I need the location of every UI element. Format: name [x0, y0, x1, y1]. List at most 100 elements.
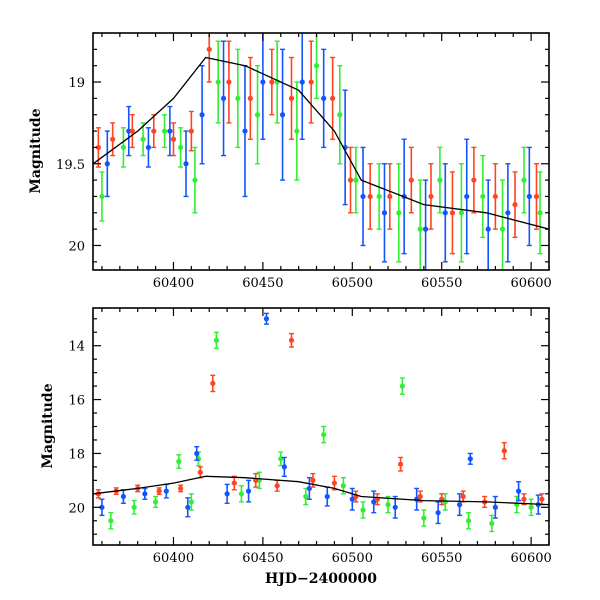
data-point	[458, 163, 464, 263]
data-point	[188, 110, 194, 152]
point-marker	[480, 193, 486, 200]
data-point	[512, 171, 518, 239]
data-point	[215, 40, 221, 124]
point-marker	[458, 210, 464, 216]
data-point	[167, 105, 173, 157]
data-point	[489, 514, 495, 533]
data-point	[178, 484, 184, 493]
data-point	[385, 495, 391, 514]
point-marker	[397, 461, 404, 467]
point-marker	[467, 456, 473, 462]
data-point	[99, 171, 105, 222]
point-marker	[288, 337, 295, 343]
point-marker	[471, 177, 477, 183]
data-point	[226, 40, 232, 124]
point-marker	[353, 177, 359, 183]
point-marker	[108, 518, 114, 524]
data-point	[337, 64, 343, 165]
point-marker	[492, 193, 498, 200]
point-marker	[324, 493, 330, 500]
point-marker	[269, 79, 275, 85]
point-marker	[152, 499, 159, 505]
bottom-x-axis-label: HJD−2400000	[265, 571, 377, 587]
data-point	[308, 40, 314, 124]
data-point	[163, 483, 169, 499]
data-point	[492, 495, 498, 519]
data-point	[321, 425, 327, 444]
data-point	[108, 511, 114, 530]
point-marker	[99, 193, 105, 200]
y-tick-label: 14	[68, 340, 85, 355]
data-point	[253, 472, 259, 488]
data-point	[176, 454, 182, 469]
top-y-tick-labels: 19 19.5 20	[56, 76, 85, 254]
bottom-y-tick-labels: 14 16 18 20	[68, 340, 85, 517]
point-marker	[360, 193, 366, 200]
point-marker	[288, 95, 295, 101]
point-marker	[442, 210, 448, 216]
point-marker	[421, 515, 427, 521]
data-point	[501, 441, 507, 460]
point-marker	[337, 112, 343, 118]
data-point	[417, 179, 423, 270]
data-point	[279, 48, 286, 181]
x-tick-label: 60500	[332, 551, 373, 566]
point-marker	[235, 95, 241, 101]
data-point	[151, 114, 157, 149]
data-point	[349, 487, 355, 511]
point-marker	[120, 144, 126, 151]
data-point	[104, 130, 110, 198]
point-marker	[260, 79, 266, 85]
data-point	[278, 451, 284, 467]
point-marker	[213, 337, 219, 343]
top-y-axis-label: Magnitude	[28, 108, 44, 193]
point-marker	[163, 488, 169, 494]
point-marker	[492, 504, 498, 510]
point-marker	[331, 480, 338, 486]
top-axes-frame	[92, 32, 550, 271]
data-point	[269, 48, 275, 116]
data-point	[294, 81, 300, 181]
data-point	[505, 163, 511, 263]
point-marker	[145, 144, 152, 151]
bottom-data-marks	[95, 312, 545, 533]
data-point	[142, 487, 148, 500]
data-point	[145, 127, 152, 168]
point-marker	[435, 510, 441, 516]
data-point	[381, 163, 388, 263]
data-point	[183, 130, 189, 198]
point-marker	[449, 210, 456, 216]
data-point	[449, 171, 456, 255]
point-marker	[188, 499, 194, 505]
y-tick-label: 20	[68, 239, 85, 254]
point-marker	[206, 46, 212, 52]
point-marker	[110, 136, 116, 142]
data-point	[408, 146, 414, 214]
point-marker	[263, 316, 270, 322]
point-marker	[417, 226, 423, 232]
bottom-panel: 60400 60450 60500 60550 60600 14 16 18 20 Magni…	[40, 307, 552, 587]
point-marker	[294, 128, 300, 134]
data-point	[192, 146, 198, 214]
point-marker	[245, 488, 252, 494]
data-point	[492, 163, 498, 230]
point-marker	[371, 499, 377, 505]
point-marker	[396, 210, 402, 216]
point-marker	[224, 491, 230, 497]
point-marker	[199, 112, 205, 118]
x-tick-label: 60600	[510, 276, 551, 291]
top-panel: 60400 60450 60500 60550 60600 19 19.5 20 Magni…	[28, 32, 552, 291]
point-marker	[417, 493, 423, 500]
data-point	[140, 122, 146, 157]
top-plot-area	[93, 33, 549, 270]
data-point	[188, 493, 194, 511]
point-marker	[151, 128, 157, 134]
data-point	[360, 501, 366, 519]
data-point	[360, 146, 366, 247]
point-marker	[521, 496, 527, 502]
point-marker	[308, 79, 314, 85]
data-point	[131, 499, 137, 515]
top-model-curve	[93, 56, 549, 230]
data-point	[499, 179, 506, 270]
point-marker	[528, 504, 534, 510]
